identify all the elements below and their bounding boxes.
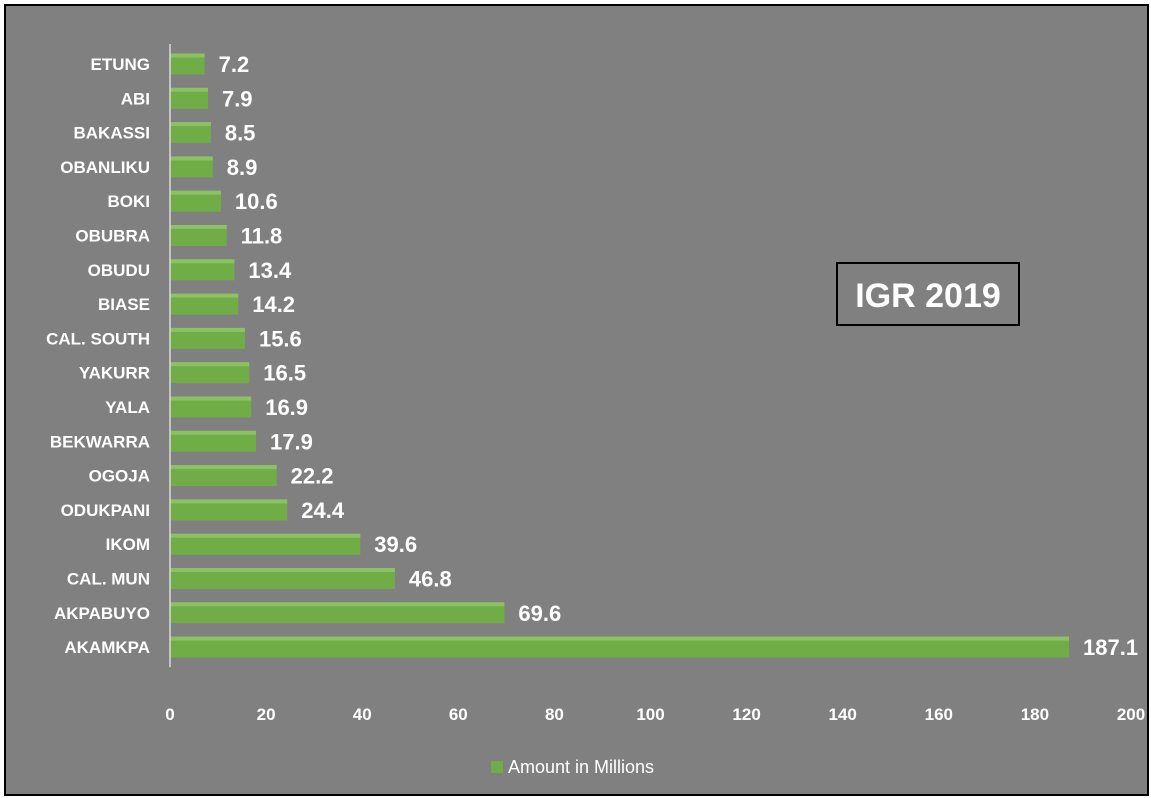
bar-cal-south <box>170 327 245 349</box>
bar-boki <box>170 190 221 212</box>
data-label: 69.6 <box>518 601 561 626</box>
data-label: 39.6 <box>374 532 417 557</box>
category-label: OBANLIKU <box>60 158 150 177</box>
x-tick-label: 160 <box>925 705 953 724</box>
data-label: 46.8 <box>409 567 452 592</box>
data-label: 16.9 <box>265 395 308 420</box>
x-tick-label: 120 <box>732 705 760 724</box>
category-label: BIASE <box>98 295 150 314</box>
data-label: 187.1 <box>1083 635 1138 660</box>
category-label: BEKWARRA <box>50 432 150 451</box>
bar-highlight <box>170 602 505 607</box>
category-label: ETUNG <box>91 55 151 74</box>
bar-highlight <box>170 568 395 572</box>
bar-highlight <box>170 533 361 538</box>
bar-highlight <box>170 362 250 367</box>
category-label: ODUKPANI <box>61 501 150 520</box>
x-tick-label: 20 <box>257 705 276 724</box>
data-label: 8.5 <box>225 121 256 146</box>
bar-highlight <box>170 293 239 298</box>
category-label: AKAMKPA <box>64 638 150 657</box>
data-label: 8.9 <box>227 155 258 180</box>
bar-obubra <box>170 225 227 246</box>
x-tick-label: 200 <box>1117 705 1145 724</box>
category-label: OBUDU <box>88 261 150 280</box>
bar-highlight <box>170 430 257 435</box>
data-label: 10.6 <box>235 189 278 214</box>
data-label: 22.2 <box>291 464 334 489</box>
data-label: 15.6 <box>259 326 302 351</box>
data-label: 16.5 <box>263 361 306 386</box>
data-labels: 7.2 7.9 8.5 8.9 10.6 11.8 13.4 14.2 15.6 16.5 16.9… <box>219 52 1138 660</box>
bar-highlight <box>170 465 277 470</box>
category-label: CAL. MUN <box>67 570 150 589</box>
bar-abi <box>170 87 208 109</box>
category-label: IKOM <box>106 535 150 554</box>
legend-swatch <box>491 761 503 773</box>
data-label: 11.8 <box>241 224 283 249</box>
legend-label: Amount in Millions <box>508 757 654 777</box>
legend: Amount in Millions <box>491 757 654 777</box>
bar-bekwarra <box>170 430 257 452</box>
category-label: CAL. SOUTH <box>46 329 150 348</box>
bar-yala <box>170 396 252 418</box>
bar-highlight <box>170 87 208 92</box>
bar-chart: ETUNG ABI BAKASSI OBANLIKU BOKI OBUBRA OBUDU BI… <box>46 44 1145 777</box>
bar-highlight <box>170 122 211 127</box>
x-tick-label: 140 <box>829 705 857 724</box>
bar-highlight <box>170 53 205 58</box>
x-tick-label: 0 <box>165 705 174 724</box>
category-label: BAKASSI <box>73 124 150 143</box>
bar-highlight <box>170 396 252 401</box>
data-label: 13.4 <box>248 258 292 283</box>
bar-ikom <box>170 533 361 555</box>
data-label: 7.9 <box>222 86 253 111</box>
bar-etung <box>170 53 205 75</box>
x-axis-ticks: 0 20 40 60 80 100 120 140 160 180 200 <box>165 705 1145 724</box>
chart-title: IGR 2019 <box>855 277 1001 315</box>
bar-cal-mun <box>170 568 395 589</box>
x-tick-label: 40 <box>353 705 372 724</box>
data-label: 14.2 <box>252 292 295 317</box>
bar-yakurr <box>170 362 250 384</box>
bar-obudu <box>170 259 235 281</box>
data-label: 7.2 <box>219 52 250 77</box>
bar-ogoja <box>170 465 277 487</box>
bar-highlight <box>170 225 227 229</box>
bar-highlight <box>170 259 235 264</box>
x-tick-label: 180 <box>1021 705 1049 724</box>
bar-akamkpa <box>170 636 1070 658</box>
bars-layer <box>170 53 1070 658</box>
bar-highlight <box>170 327 245 332</box>
chart-title-box: IGR 2019 <box>836 262 1020 326</box>
category-label: OBUBRA <box>75 227 150 246</box>
data-label: 17.9 <box>270 429 313 454</box>
bar-highlight <box>170 156 213 161</box>
category-label: OGOJA <box>89 467 150 486</box>
category-label: YALA <box>105 398 150 417</box>
bar-biase <box>170 293 239 315</box>
bar-highlight <box>170 499 288 504</box>
chart-frame: ETUNG ABI BAKASSI OBANLIKU BOKI OBUBRA OBUDU BI… <box>4 4 1149 796</box>
bar-akpabuyo <box>170 602 505 624</box>
bar-highlight <box>170 190 221 195</box>
bar-highlight <box>170 636 1070 641</box>
bar-odukpani <box>170 499 288 521</box>
category-label: BOKI <box>108 192 151 211</box>
x-tick-label: 100 <box>636 705 664 724</box>
data-label: 24.4 <box>301 498 345 523</box>
bar-obanliku <box>170 156 213 178</box>
category-label: YAKURR <box>79 364 150 383</box>
bar-bakassi <box>170 122 211 144</box>
category-label: AKPABUYO <box>54 604 150 623</box>
x-tick-label: 60 <box>449 705 468 724</box>
category-label: ABI <box>121 89 150 108</box>
category-labels: ETUNG ABI BAKASSI OBANLIKU BOKI OBUBRA OBUDU BI… <box>46 55 150 657</box>
x-tick-label: 80 <box>545 705 564 724</box>
